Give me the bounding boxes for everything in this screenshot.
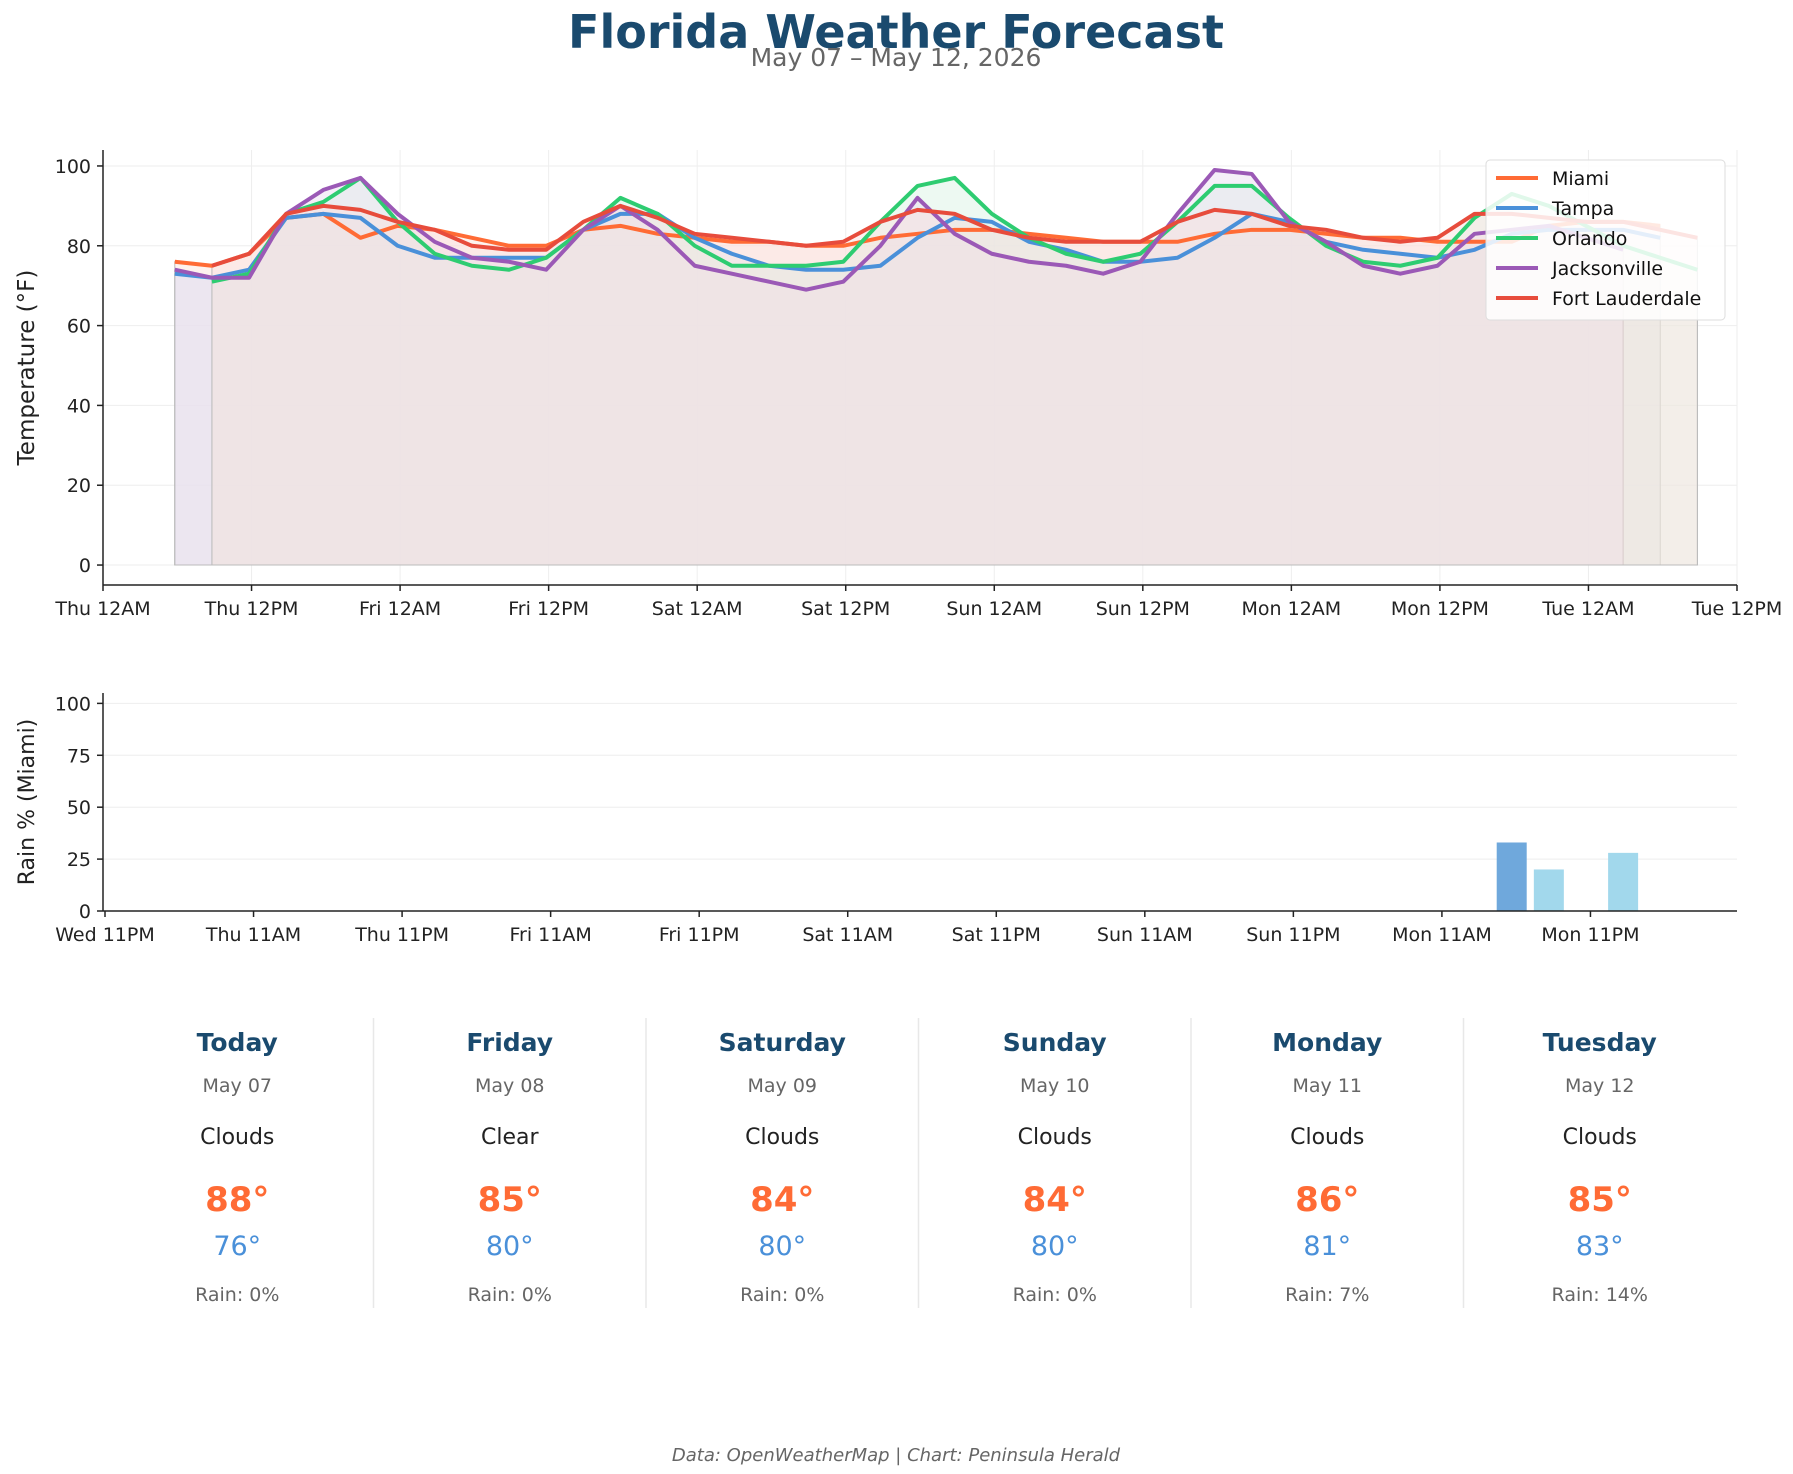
rain-y-tick-label: 100	[55, 693, 91, 715]
temp-y-tick-label: 40	[67, 395, 91, 417]
day-name: Tuesday	[1543, 1028, 1657, 1057]
day-condition: Clouds	[1018, 1125, 1092, 1150]
day-low-temp: 80°	[758, 1231, 806, 1262]
temp-x-tick-label: Thu 12AM	[54, 598, 150, 620]
rain-x-tick-label: Sun 11AM	[1097, 924, 1193, 946]
legend-label: Tampa	[1551, 198, 1614, 220]
temp-x-tick-label: Thu 12PM	[204, 598, 299, 620]
footer-credit: Data: OpenWeatherMap | Chart: Peninsula …	[672, 1445, 1121, 1466]
day-low-temp: 80°	[1031, 1231, 1079, 1262]
temp-y-tick-label: 100	[55, 156, 91, 178]
day-card: Today May 07 Clouds 88° 76° Rain: 0%	[195, 1028, 279, 1306]
page-subtitle: May 07 – May 12, 2026	[751, 43, 1042, 72]
temp-y-tick-label: 20	[67, 475, 91, 497]
rain-x-tick-label: Mon 11AM	[1392, 924, 1492, 946]
temp-x-tick-label: Sat 12PM	[801, 598, 890, 620]
day-card: Friday May 08 Clear 85° 80° Rain: 0%	[372, 1018, 553, 1308]
day-low-temp: 76°	[213, 1231, 261, 1262]
temp-x-tick-label: Tue 12PM	[1691, 598, 1783, 620]
day-high-temp: 84°	[1023, 1180, 1087, 1220]
rain-x-tick-label: Mon 11PM	[1541, 924, 1639, 946]
day-date: May 12	[1565, 1075, 1635, 1097]
rain-bar	[1608, 852, 1639, 911]
day-rain: Rain: 0%	[1013, 1284, 1097, 1306]
daily-forecast-cards: Today May 07 Clouds 88° 76° Rain: 0% Friday May…	[195, 1018, 1657, 1308]
day-date: May 10	[1020, 1075, 1090, 1097]
temp-x-tick-label: Fri 12PM	[508, 598, 589, 620]
day-date: May 09	[748, 1075, 818, 1097]
day-card: Saturday May 09 Clouds 84° 80° Rain: 0%	[645, 1018, 846, 1308]
temp-line-tampa	[174, 211, 1661, 280]
temp-x-tick-label: Tue 12AM	[1541, 598, 1634, 620]
temperature-chart: 0 20 40 60 80 100 Thu 12AM Thu 12PM Fri 12AM Fri …	[14, 150, 1782, 620]
rain-x-tick-label: Wed 11PM	[55, 924, 155, 946]
rain-x-tick-label: Thu 11AM	[205, 924, 301, 946]
day-card: Tuesday May 12 Clouds 85° 83° Rain: 14%	[1462, 1018, 1657, 1308]
day-low-temp: 83°	[1576, 1231, 1624, 1262]
rain-y-tick-label: 50	[67, 797, 91, 819]
temp-legend: Miami Tampa Orlando Jacksonville Fort Lauder…	[1485, 159, 1726, 321]
rain-chart: 0 25 50 75 100 Wed 11PM Thu 11AM Thu 11PM Fri 11…	[15, 693, 1737, 946]
day-condition: Clouds	[200, 1125, 274, 1150]
day-rain: Rain: 0%	[195, 1284, 279, 1306]
day-low-temp: 80°	[486, 1231, 534, 1262]
day-name: Today	[197, 1028, 278, 1057]
temp-x-tick-label: Sun 12PM	[1096, 598, 1190, 620]
day-low-temp: 81°	[1303, 1231, 1351, 1262]
rain-x-tick-label: Sat 11PM	[952, 924, 1041, 946]
temp-y-tick-label: 0	[79, 555, 91, 577]
legend-label: Miami	[1552, 168, 1609, 190]
temp-x-tick-label: Fri 12AM	[359, 598, 441, 620]
temp-x-tick-label: Mon 12AM	[1242, 598, 1342, 620]
page-title: Florida Weather Forecast	[568, 5, 1224, 59]
temp-x-tick-label: Sat 12AM	[652, 598, 743, 620]
day-date: May 11	[1293, 1075, 1363, 1097]
temp-y-tick-label: 80	[67, 236, 91, 258]
day-condition: Clouds	[745, 1125, 819, 1150]
temp-x-tick-label: Mon 12PM	[1391, 598, 1489, 620]
legend-label: Jacksonville	[1551, 258, 1663, 280]
day-name: Friday	[466, 1028, 553, 1057]
rain-y-tick-label: 25	[67, 849, 91, 871]
rain-bar	[1533, 869, 1564, 911]
rain-x-tick-label: Fri 11PM	[659, 924, 740, 946]
day-high-temp: 88°	[205, 1180, 269, 1220]
rain-bar	[1496, 842, 1527, 911]
day-condition: Clouds	[1290, 1125, 1364, 1150]
day-card: Monday May 11 Clouds 86° 81° Rain: 7%	[1190, 1018, 1382, 1308]
day-condition: Clear	[481, 1125, 539, 1150]
day-rain: Rain: 14%	[1552, 1284, 1648, 1306]
day-high-temp: 85°	[478, 1180, 542, 1220]
legend-label: Orlando	[1552, 228, 1627, 250]
day-rain: Rain: 7%	[1285, 1284, 1369, 1306]
rain-y-axis-label: Rain % (Miami)	[15, 719, 40, 886]
temp-line-fort-lauderdale	[211, 203, 1698, 268]
day-rain: Rain: 0%	[468, 1284, 552, 1306]
day-date: May 07	[203, 1075, 273, 1097]
rain-x-tick-label: Fri 11AM	[510, 924, 592, 946]
legend-box	[1485, 159, 1726, 321]
day-name: Monday	[1272, 1028, 1382, 1057]
temp-line-orlando	[211, 175, 1699, 284]
day-high-temp: 86°	[1295, 1180, 1359, 1220]
day-card: Sunday May 10 Clouds 84° 80° Rain: 0%	[917, 1018, 1107, 1308]
day-rain: Rain: 0%	[740, 1284, 824, 1306]
rain-x-tick-label: Sun 11PM	[1246, 924, 1340, 946]
rain-x-tick-label: Sat 11AM	[802, 924, 893, 946]
day-date: May 08	[475, 1075, 545, 1097]
legend-label: Fort Lauderdale	[1552, 288, 1701, 310]
day-name: Saturday	[719, 1028, 846, 1057]
temp-x-tick-label: Sun 12AM	[946, 598, 1042, 620]
day-condition: Clouds	[1563, 1125, 1637, 1150]
rain-y-tick-label: 0	[79, 901, 91, 923]
rain-y-tick-label: 75	[67, 745, 91, 767]
day-high-temp: 85°	[1568, 1180, 1632, 1220]
day-high-temp: 84°	[750, 1180, 814, 1220]
temp-y-axis-label: Temperature (°F)	[14, 270, 40, 467]
temp-y-tick-label: 60	[67, 316, 91, 338]
rain-x-tick-label: Thu 11PM	[354, 924, 449, 946]
day-name: Sunday	[1003, 1028, 1107, 1057]
